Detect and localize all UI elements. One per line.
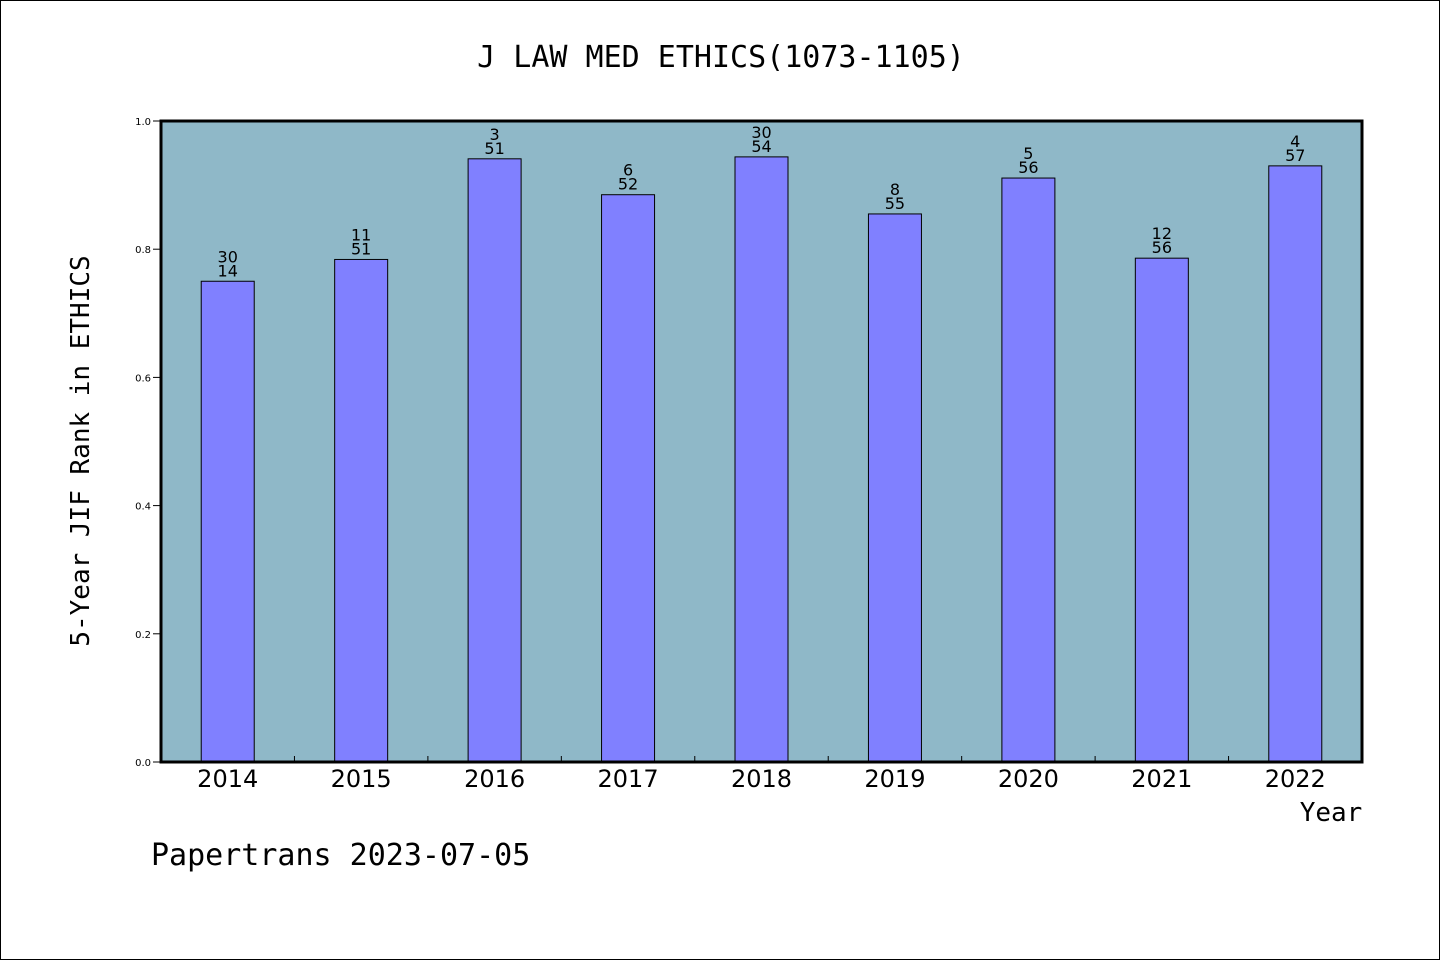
bar-label-top: 30 xyxy=(218,247,238,266)
bar-label-bottom: 14 xyxy=(218,261,238,280)
bar-label-top: 6 xyxy=(623,161,633,180)
x-tick-label: 2019 xyxy=(864,765,925,793)
bar xyxy=(200,280,255,763)
bar-label-top: 12 xyxy=(1152,224,1172,243)
x-tick-label: 2014 xyxy=(197,765,258,793)
bar-label-top: 11 xyxy=(351,225,371,244)
x-tick-label: 2022 xyxy=(1265,765,1326,793)
bar-label-bottom: 52 xyxy=(618,175,638,194)
x-tick-label: 2017 xyxy=(598,765,659,793)
bar xyxy=(467,158,522,763)
y-axis-label: 5-Year JIF Rank in ETHICS xyxy=(66,255,96,646)
x-tick-label: 2020 xyxy=(998,765,1059,793)
y-tick-label: 1.0 xyxy=(135,117,151,128)
x-tick-label: 2018 xyxy=(731,765,792,793)
bar xyxy=(734,156,789,763)
y-tick-label: 0.0 xyxy=(135,758,151,769)
y-axis: 0.0 0.2 0.4 0.6 0.8 1.0 xyxy=(135,117,161,769)
bar xyxy=(601,194,656,763)
chart-title: J LAW MED ETHICS(1073-1105) xyxy=(477,40,965,75)
bar-label-bottom: 56 xyxy=(1018,158,1038,177)
bar xyxy=(334,258,389,763)
bar-label-top: 8 xyxy=(890,180,900,199)
y-tick-label: 0.4 xyxy=(135,502,151,513)
bar-label-top: 3 xyxy=(490,125,500,144)
bar-label-top: 30 xyxy=(751,123,771,142)
bar-label-bottom: 54 xyxy=(751,137,771,156)
bar-label-bottom: 51 xyxy=(484,139,504,158)
x-tick-label: 2016 xyxy=(464,765,525,793)
bar xyxy=(1268,165,1323,763)
bar xyxy=(867,213,922,763)
bar-label-top: 4 xyxy=(1290,132,1300,151)
y-tick-label: 0.8 xyxy=(135,245,151,256)
x-axis: 2014 2015 2016 2017 2018 2019 2020 2021 2022 xyxy=(197,756,1326,793)
x-tick-label: 2015 xyxy=(331,765,392,793)
x-axis-label: Year xyxy=(1300,798,1363,828)
bars-group xyxy=(200,156,1323,763)
y-tick-label: 0.2 xyxy=(135,630,151,641)
bar xyxy=(1001,177,1056,763)
bar-label-top: 5 xyxy=(1023,144,1033,163)
plot-frame xyxy=(159,119,1364,764)
bar-label-bottom: 57 xyxy=(1285,146,1305,165)
y-tick-label: 0.6 xyxy=(135,373,151,384)
footer-credit: Papertrans 2023-07-05 xyxy=(151,838,530,873)
x-tick-label: 2021 xyxy=(1131,765,1192,793)
bar-label-bottom: 51 xyxy=(351,239,371,258)
bar xyxy=(1134,257,1189,763)
bar-label-bottom: 56 xyxy=(1152,238,1172,257)
bar-label-bottom: 55 xyxy=(885,194,905,213)
